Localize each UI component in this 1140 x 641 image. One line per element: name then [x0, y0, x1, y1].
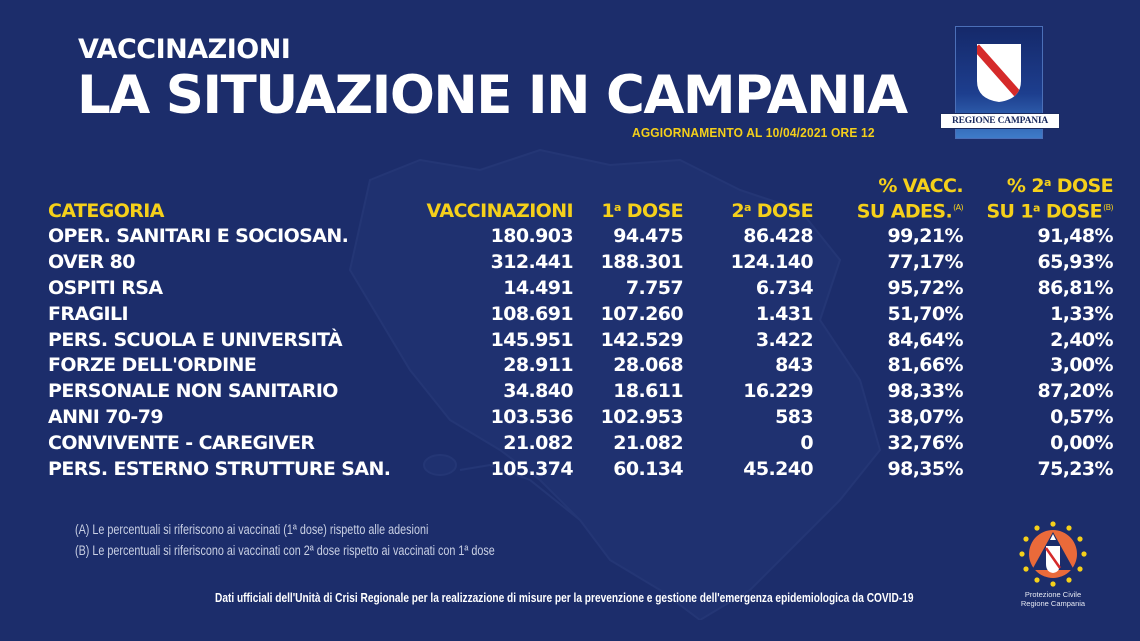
page-title: LA SITUAZIONE IN CAMPANIA	[77, 65, 908, 126]
cell-dose1: 28.068	[613, 354, 683, 377]
cell-category: OPER. SANITARI E SOCIOSAN.	[48, 225, 349, 248]
cell-vaccinations: 145.951	[490, 328, 574, 351]
cell-category: PERS. SCUOLA E UNIVERSITÀ	[48, 328, 343, 351]
cell-dose2: 6.734	[755, 276, 814, 299]
cell-pct-vacc: 38,07%	[887, 405, 963, 428]
cell-pct-2nd: 87,20%	[1037, 380, 1113, 403]
cell-category: PERS. ESTERNO STRUTTURE SAN.	[48, 457, 391, 480]
cell-pct-vacc: 51,70%	[887, 302, 963, 325]
source-footer: Dati ufficiali dell'Unità di Crisi Regio…	[215, 590, 914, 605]
cell-category: ANNI 70-79	[48, 405, 164, 428]
cell-category: PERSONALE NON SANITARIO	[48, 380, 338, 403]
col-header-category: CATEGORIA	[48, 200, 164, 223]
cell-dose1: 142.529	[600, 328, 684, 351]
cell-pct-2nd: 0,57%	[1050, 405, 1114, 428]
cell-vaccinations: 312.441	[490, 251, 574, 274]
header-subtitle: VACCINAZIONI	[78, 34, 291, 65]
footnotes: (A) Le percentuali si riferiscono ai vac…	[75, 519, 495, 561]
cell-dose1: 18.611	[613, 380, 683, 403]
cell-pct-vacc: 32,76%	[887, 431, 963, 454]
cell-pct-2nd: 86,81%	[1037, 276, 1113, 299]
cell-dose2: 16.229	[743, 380, 813, 403]
footnote-b: (B) Le percentuali si riferiscono ai vac…	[75, 543, 495, 558]
cell-dose2: 86.428	[743, 225, 813, 248]
cell-pct-vacc: 95,72%	[887, 276, 963, 299]
cell-category: OVER 80	[48, 251, 135, 274]
col-header-vaccinations: VACCINAZIONI	[426, 200, 574, 223]
cell-dose1: 107.260	[600, 302, 684, 325]
table-row: PERS. SCUOLA E UNIVERSITÀ 145.951 142.52…	[48, 328, 1114, 354]
cell-vaccinations: 180.903	[490, 225, 574, 248]
table-row: OVER 80 312.441 188.301 124.140 77,17% 6…	[48, 250, 1114, 276]
col-header-pct-vacc-su-ades: % VACC. SU ADES.(A)	[856, 175, 964, 223]
table-row: OSPITI RSA 14.491 7.757 6.734 95,72% 86,…	[48, 276, 1114, 302]
cell-pct-2nd: 65,93%	[1037, 251, 1113, 274]
cell-dose1: 102.953	[600, 405, 684, 428]
table-row: ANNI 70-79 103.536 102.953 583 38,07% 0,…	[48, 405, 1114, 431]
table-row: PERS. ESTERNO STRUTTURE SAN. 105.374 60.…	[48, 457, 1114, 483]
table-header-row: CATEGORIA VACCINAZIONI 1a DOSE 2a DOSE %…	[48, 172, 1114, 224]
regione-campania-label: REGIONE CAMPANIA	[940, 113, 1060, 129]
coat-of-arms-icon	[977, 44, 1021, 102]
cell-dose1: 188.301	[600, 251, 684, 274]
protezione-civile-line1: Protezione Civile	[1024, 590, 1082, 599]
cell-pct-vacc: 81,66%	[887, 354, 963, 377]
cell-dose2: 3.422	[755, 328, 814, 351]
cell-vaccinations: 103.536	[490, 405, 574, 428]
cell-category: CONVIVENTE - CAREGIVER	[48, 431, 315, 454]
col-header-dose2: 2a DOSE	[731, 200, 813, 223]
cell-vaccinations: 34.840	[503, 380, 573, 403]
cell-pct-2nd: 91,48%	[1037, 225, 1113, 248]
cell-dose1: 7.757	[625, 276, 684, 299]
cell-dose2: 1.431	[755, 302, 814, 325]
table-row: CONVIVENTE - CAREGIVER 21.082 21.082 0 3…	[48, 431, 1114, 457]
cell-dose2: 124.140	[730, 251, 814, 274]
regione-campania-logo: REGIONE CAMPANIA	[940, 26, 1060, 139]
col-header-pct-2nd-su-1st: % 2a DOSE SU 1a DOSE(B)	[986, 175, 1113, 223]
cell-pct-vacc: 99,21%	[887, 225, 963, 248]
cell-pct-vacc: 98,35%	[887, 457, 963, 480]
cell-dose2: 45.240	[743, 457, 813, 480]
vaccination-table: CATEGORIA VACCINAZIONI 1a DOSE 2a DOSE %…	[48, 172, 1114, 483]
col-header-dose1: 1a DOSE	[601, 200, 683, 223]
cell-pct-vacc: 98,33%	[887, 380, 963, 403]
table-row: PERSONALE NON SANITARIO 34.840 18.611 16…	[48, 379, 1114, 405]
cell-vaccinations: 105.374	[490, 457, 574, 480]
cell-pct-2nd: 75,23%	[1037, 457, 1113, 480]
table-row: FRAGILI 108.691 107.260 1.431 51,70% 1,3…	[48, 302, 1114, 328]
cell-vaccinations: 28.911	[503, 354, 573, 377]
cell-vaccinations: 21.082	[503, 431, 573, 454]
cell-pct-2nd: 2,40%	[1050, 328, 1114, 351]
footnote-a: (A) Le percentuali si riferiscono ai vac…	[75, 522, 429, 537]
cell-dose1: 21.082	[613, 431, 683, 454]
update-timestamp: AGGIORNAMENTO AL 10/04/2021 ORE 12	[632, 125, 875, 140]
cell-vaccinations: 108.691	[490, 302, 574, 325]
cell-dose2: 843	[775, 354, 813, 377]
cell-pct-2nd: 1,33%	[1050, 302, 1114, 325]
cell-pct-2nd: 0,00%	[1050, 431, 1114, 454]
table-row: FORZE DELL'ORDINE 28.911 28.068 843 81,6…	[48, 353, 1114, 379]
cell-pct-vacc: 77,17%	[887, 251, 963, 274]
cell-dose1: 60.134	[613, 457, 683, 480]
protezione-civile-line2: Regione Campania	[1020, 599, 1086, 608]
protezione-civile-label: Protezione Civile Regione Campania	[1006, 590, 1100, 608]
protezione-civile-logo-icon	[1019, 521, 1087, 587]
cell-dose2: 583	[775, 405, 813, 428]
cell-pct-2nd: 3,00%	[1050, 354, 1114, 377]
cell-category: OSPITI RSA	[48, 276, 163, 299]
cell-category: FRAGILI	[48, 302, 129, 325]
cell-dose1: 94.475	[613, 225, 683, 248]
cell-vaccinations: 14.491	[503, 276, 573, 299]
table-row: OPER. SANITARI E SOCIOSAN. 180.903 94.47…	[48, 224, 1114, 250]
cell-pct-vacc: 84,64%	[887, 328, 963, 351]
cell-category: FORZE DELL'ORDINE	[48, 354, 257, 377]
cell-dose2: 0	[800, 431, 813, 454]
